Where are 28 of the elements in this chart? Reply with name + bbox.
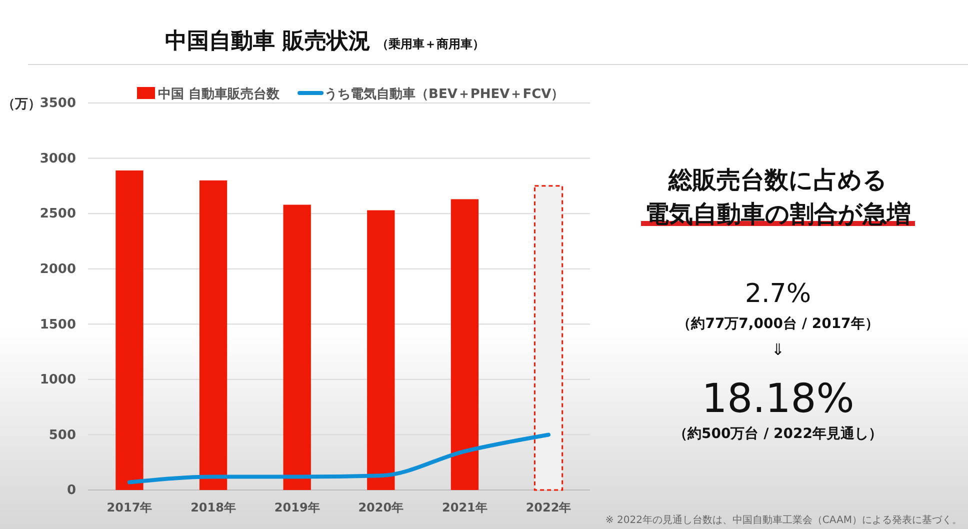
- x-tick-label: 2022年: [526, 500, 572, 515]
- text: ※ 2022年の見通し台数は、中国自動車工業会（CAAM）による発表に基づく。: [605, 514, 962, 526]
- text: 2.7%: [744, 279, 812, 309]
- y-tick-label: 2500: [40, 206, 76, 222]
- text: 総販売台数に占める: [668, 166, 888, 194]
- text: ⇓: [771, 340, 785, 359]
- x-tick-label: 2018年: [190, 500, 236, 515]
- y-tick-label: 3000: [40, 151, 76, 166]
- y-tick-label: 500: [48, 428, 76, 443]
- text: （約77万7,000台 / 2017年）: [677, 316, 879, 332]
- x-tick-label: 2019年: [274, 500, 320, 515]
- y-tick-label: 3500: [40, 96, 76, 112]
- legend-label: 中国 自動車販売台数: [158, 86, 281, 102]
- y-tick-label: 2000: [40, 262, 76, 278]
- y-tick-label: 1000: [40, 372, 76, 388]
- y-tick-label: 1500: [40, 317, 76, 332]
- y-axis-title: （万）: [2, 97, 41, 112]
- chart-title: 中国自動車 販売状況: [165, 29, 371, 54]
- text: （約500万台 / 2022年見通し）: [673, 425, 883, 442]
- line-series: [127, 432, 551, 484]
- legend-label: うち電気自動車（BEV＋PHEV＋FCV）: [324, 87, 564, 102]
- text: 電気自動車の割合が急増: [645, 200, 911, 228]
- x-tick-label: 2017年: [106, 500, 152, 515]
- chart-subtitle: （乗用車＋商用車）: [376, 37, 485, 51]
- x-tick-label: 2021年: [442, 500, 488, 515]
- y-tick-label: 0: [66, 483, 76, 498]
- text: 18.18%: [702, 376, 854, 422]
- x-tick-label: 2020年: [358, 500, 404, 515]
